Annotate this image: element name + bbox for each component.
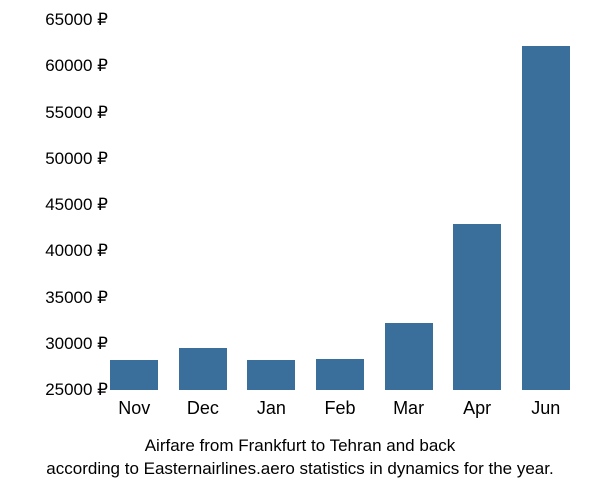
y-tick-label: 55000 ₽ xyxy=(45,103,108,123)
bar xyxy=(110,360,158,390)
y-tick-label: 30000 ₽ xyxy=(45,334,108,354)
airfare-chart: Airfare from Frankfurt to Tehran and bac… xyxy=(0,0,600,500)
bar xyxy=(385,323,433,390)
x-tick-label: Jan xyxy=(257,398,286,419)
bar xyxy=(247,360,295,390)
y-tick-label: 60000 ₽ xyxy=(45,56,108,76)
x-tick-label: Feb xyxy=(324,398,355,419)
x-tick-label: Jun xyxy=(531,398,560,419)
bar xyxy=(453,224,501,391)
x-tick-label: Apr xyxy=(463,398,491,419)
y-tick-label: 40000 ₽ xyxy=(45,241,108,261)
y-tick-label: 35000 ₽ xyxy=(45,288,108,308)
y-tick-label: 50000 ₽ xyxy=(45,149,108,169)
y-tick-label: 65000 ₽ xyxy=(45,10,108,30)
bar xyxy=(179,348,227,390)
x-tick-label: Nov xyxy=(118,398,150,419)
bar xyxy=(316,359,364,390)
y-tick-label: 45000 ₽ xyxy=(45,195,108,215)
bar xyxy=(522,46,570,390)
x-tick-label: Dec xyxy=(187,398,219,419)
plot-area xyxy=(100,20,580,390)
caption-line-2: according to Easternairlines.aero statis… xyxy=(0,458,600,481)
caption-line-1: Airfare from Frankfurt to Tehran and bac… xyxy=(0,435,600,458)
x-tick-label: Mar xyxy=(393,398,424,419)
chart-caption: Airfare from Frankfurt to Tehran and bac… xyxy=(0,435,600,481)
y-tick-label: 25000 ₽ xyxy=(45,380,108,400)
